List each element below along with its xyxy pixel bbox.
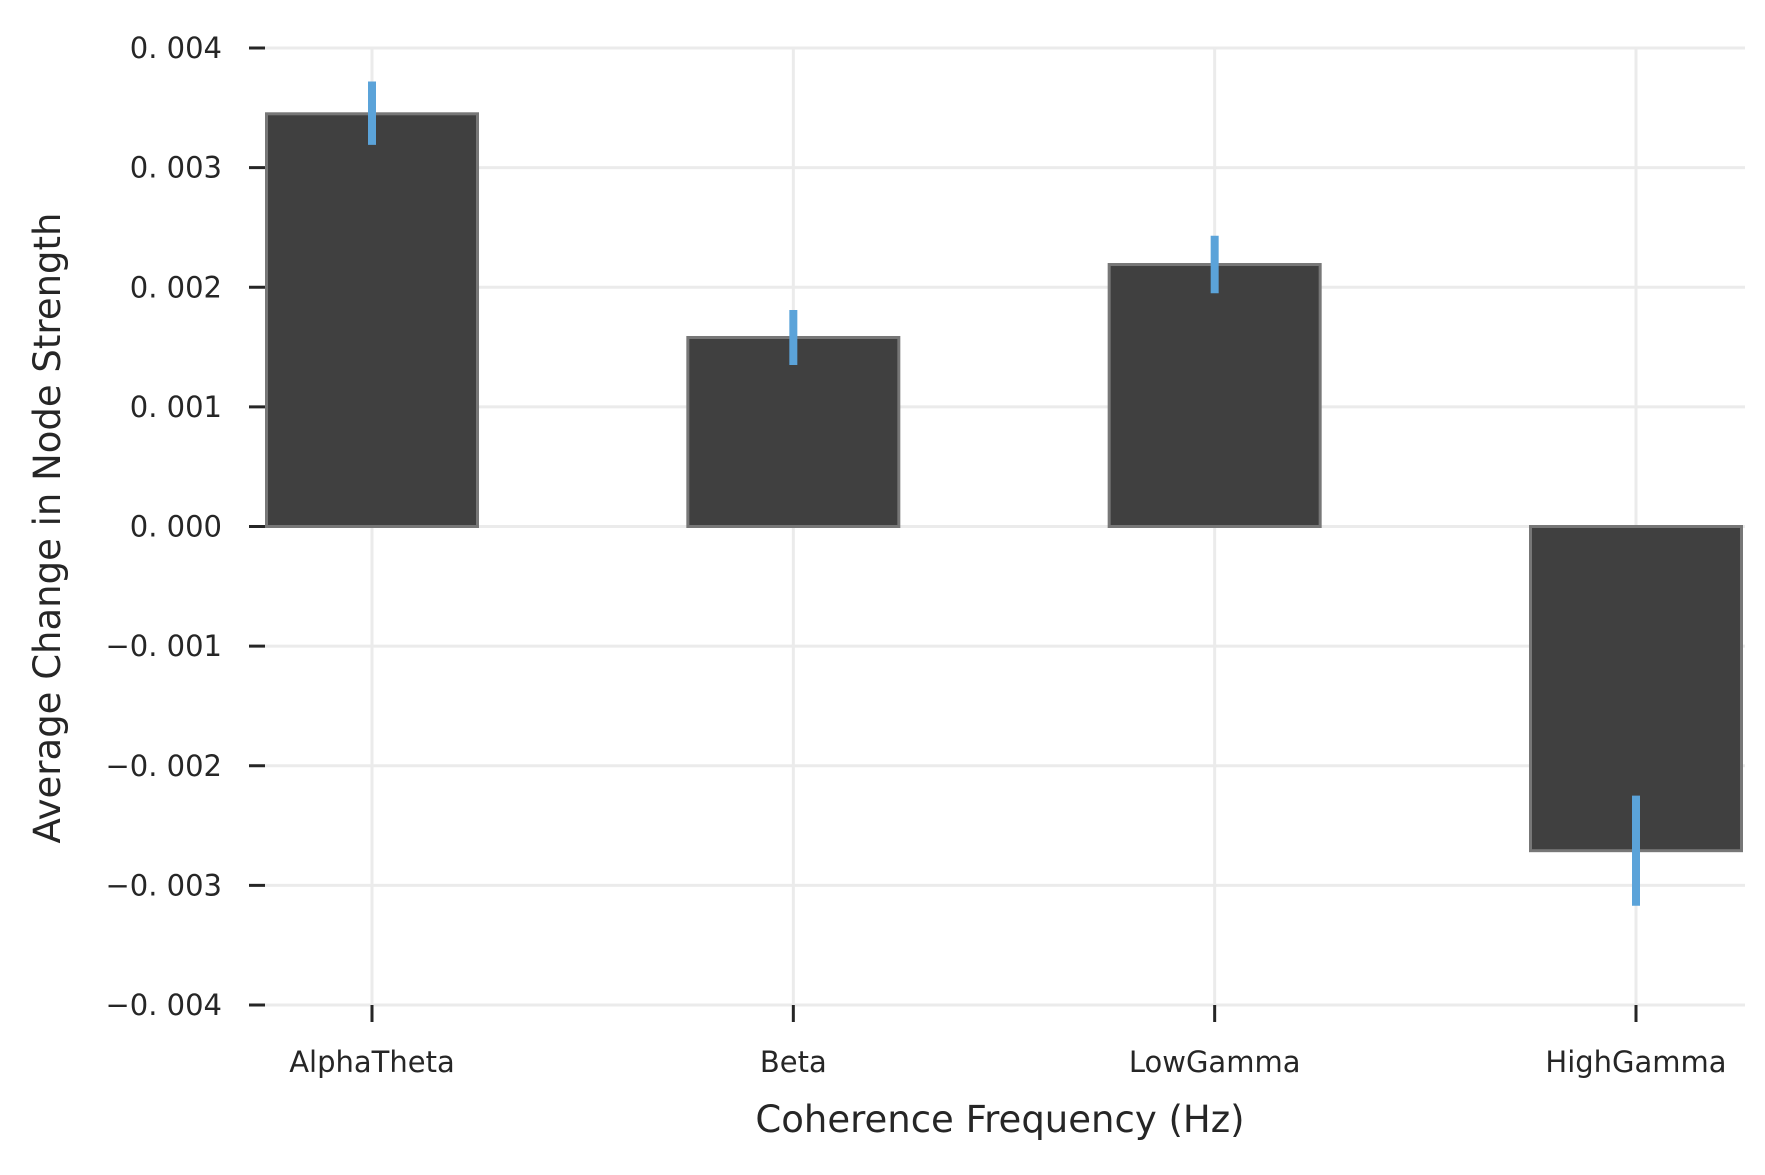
x-tick-label: HighGamma: [1545, 1045, 1726, 1079]
y-tick-label: −0. 004: [105, 988, 222, 1022]
error-bar-layer: [368, 81, 1640, 906]
x-tick-label: AlphaTheta: [289, 1045, 455, 1079]
x-tick-label: LowGamma: [1129, 1045, 1301, 1079]
y-tick-label: −0. 002: [105, 749, 222, 783]
grid-layer: [265, 46, 1745, 1007]
bar: [265, 112, 479, 528]
y-axis-label: Average Change in Node Strength: [26, 213, 69, 844]
y-tick-label: −0. 001: [105, 629, 222, 663]
y-tick-label: 0. 000: [130, 510, 222, 544]
tick-layer: 0. 004 0. 003 0. 002 0. 001 0. 000 −0. 001 −0.…: [105, 31, 1726, 1079]
y-tick-label: 0. 002: [130, 270, 222, 304]
x-axis-label: Coherence Frequency (Hz): [755, 1098, 1244, 1141]
y-tick-label: 0. 001: [130, 390, 222, 424]
y-tick-label: 0. 003: [130, 151, 222, 185]
bar: [1107, 263, 1322, 528]
y-tick-label: 0. 004: [130, 31, 222, 65]
y-tick-label: −0. 003: [105, 868, 222, 902]
bar: [686, 335, 901, 528]
x-tick-label: Beta: [760, 1045, 827, 1079]
bar-layer: [265, 112, 1743, 853]
